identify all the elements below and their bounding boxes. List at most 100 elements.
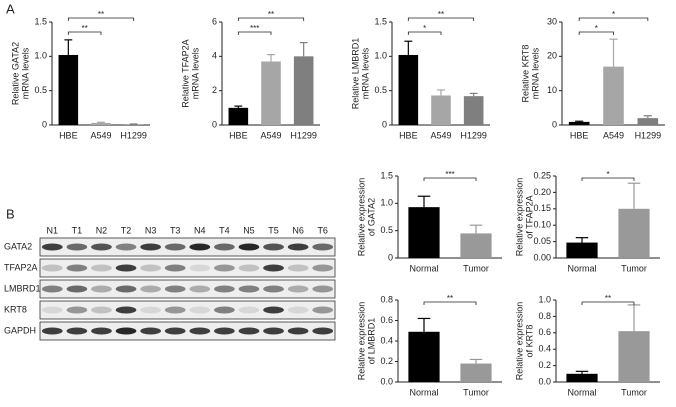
- y-tick-label: 0: [42, 119, 47, 129]
- y-tick-label: 0.20: [533, 187, 551, 197]
- y-axis-label: of TFAP2A: [524, 195, 534, 238]
- blot-band: [91, 243, 112, 251]
- blot-band: [41, 285, 63, 293]
- y-axis-label: of KRT8: [524, 325, 534, 358]
- blot-band: [66, 243, 88, 251]
- blot-band: [140, 243, 161, 251]
- bar: [408, 207, 440, 258]
- y-tick-label: 6: [212, 16, 217, 26]
- y-axis-label: Relative TFAP2A: [180, 39, 190, 107]
- blot-band: [164, 306, 186, 314]
- y-tick-label: 0.10: [533, 220, 551, 230]
- y-tick-label: 1.5: [34, 16, 47, 26]
- y-axis-label: Relative expression: [514, 302, 524, 381]
- lane-label: T2: [121, 225, 132, 235]
- blot-band: [66, 327, 88, 335]
- x-tick-label: Normal: [409, 387, 438, 397]
- y-tick-label: 0.00: [533, 252, 551, 262]
- blot-band: [91, 264, 112, 272]
- blot-band: [238, 285, 260, 293]
- significance-bracket: [578, 17, 649, 21]
- blot-band: [287, 264, 309, 272]
- blot-band: [140, 285, 161, 293]
- blot-band: [66, 285, 88, 293]
- blot-band: [91, 306, 112, 314]
- blot-band: [66, 264, 88, 272]
- significance-label: **: [82, 24, 88, 33]
- bar: [463, 96, 484, 125]
- significance-label: ***: [445, 170, 454, 179]
- y-tick-label: 0.2: [538, 360, 551, 370]
- significance-label: **: [438, 10, 444, 19]
- significance-label: **: [605, 294, 611, 303]
- significance-label: **: [268, 10, 274, 19]
- blot-band: [41, 306, 63, 314]
- y-tick-label: 0.15: [533, 203, 551, 213]
- blot-band: [263, 264, 284, 272]
- y-axis-label: Relative expression: [514, 178, 524, 257]
- y-tick-label: 1.0: [34, 51, 47, 61]
- blot-band: [287, 327, 309, 335]
- blot-band: [312, 285, 334, 293]
- y-tick-label: 0: [382, 119, 387, 129]
- y-tick-label: 4: [212, 51, 217, 61]
- blot-band: [287, 285, 309, 293]
- blot-band: [263, 285, 284, 293]
- lane-label: T5: [268, 225, 279, 235]
- y-tick-label: 0.8: [538, 311, 551, 321]
- panel-label: B: [6, 206, 15, 221]
- blot-strip: [39, 300, 336, 320]
- bar: [123, 124, 144, 125]
- protein-label: TFAP2A: [4, 262, 38, 272]
- blot-band: [238, 264, 260, 272]
- bar: [618, 208, 650, 258]
- protein-label: GAPDH: [4, 325, 36, 335]
- significance-bracket: [581, 177, 635, 181]
- significance-bracket: [423, 301, 477, 305]
- y-tick-label: 20: [547, 51, 557, 61]
- blot-band: [312, 306, 334, 314]
- y-tick-label: 0.5: [34, 85, 47, 95]
- protein-label: GATA2: [4, 241, 32, 251]
- y-tick-label: 30: [547, 16, 557, 26]
- blot-strip: [39, 237, 336, 257]
- blot-band: [66, 306, 88, 314]
- x-tick-label: Normal: [409, 263, 438, 273]
- blot-strip: [39, 258, 336, 278]
- x-tick-label: A549: [90, 130, 111, 140]
- lane-label: T6: [317, 225, 328, 235]
- protein-label: KRT8: [4, 304, 27, 314]
- blot-band: [263, 306, 284, 314]
- blot-band: [312, 264, 334, 272]
- blot-band: [263, 327, 284, 335]
- x-tick-label: H1299: [635, 130, 662, 140]
- y-tick-label: 0: [552, 119, 557, 129]
- bar: [460, 233, 492, 258]
- x-tick-label: Tumor: [463, 263, 489, 273]
- significance-label: *: [423, 24, 426, 33]
- blot-band: [41, 264, 63, 272]
- y-axis-label: mRNA levels: [20, 47, 30, 99]
- blot-band: [115, 243, 137, 251]
- x-tick-label: A549: [430, 130, 451, 140]
- y-axis-label: mRNA levels: [190, 47, 200, 99]
- bar: [568, 121, 590, 125]
- blot-strip: [39, 279, 336, 299]
- bar: [58, 54, 79, 125]
- x-tick-label: Tumor: [463, 387, 489, 397]
- x-tick-label: H1299: [460, 130, 487, 140]
- blot-band: [312, 327, 334, 335]
- y-tick-label: 0.0: [380, 376, 393, 386]
- y-axis-label: Relative GATA2: [10, 42, 20, 105]
- bar: [408, 331, 440, 382]
- significance-label: ***: [250, 24, 259, 33]
- y-axis-label: Relative KRT8: [520, 45, 530, 103]
- blot-band: [189, 243, 211, 251]
- y-tick-label: 0: [388, 252, 393, 262]
- bar: [398, 54, 419, 125]
- blot-band: [164, 264, 186, 272]
- y-tick-label: 1.0: [374, 51, 387, 61]
- x-tick-label: Tumor: [621, 387, 647, 397]
- blot-strip: [39, 321, 336, 341]
